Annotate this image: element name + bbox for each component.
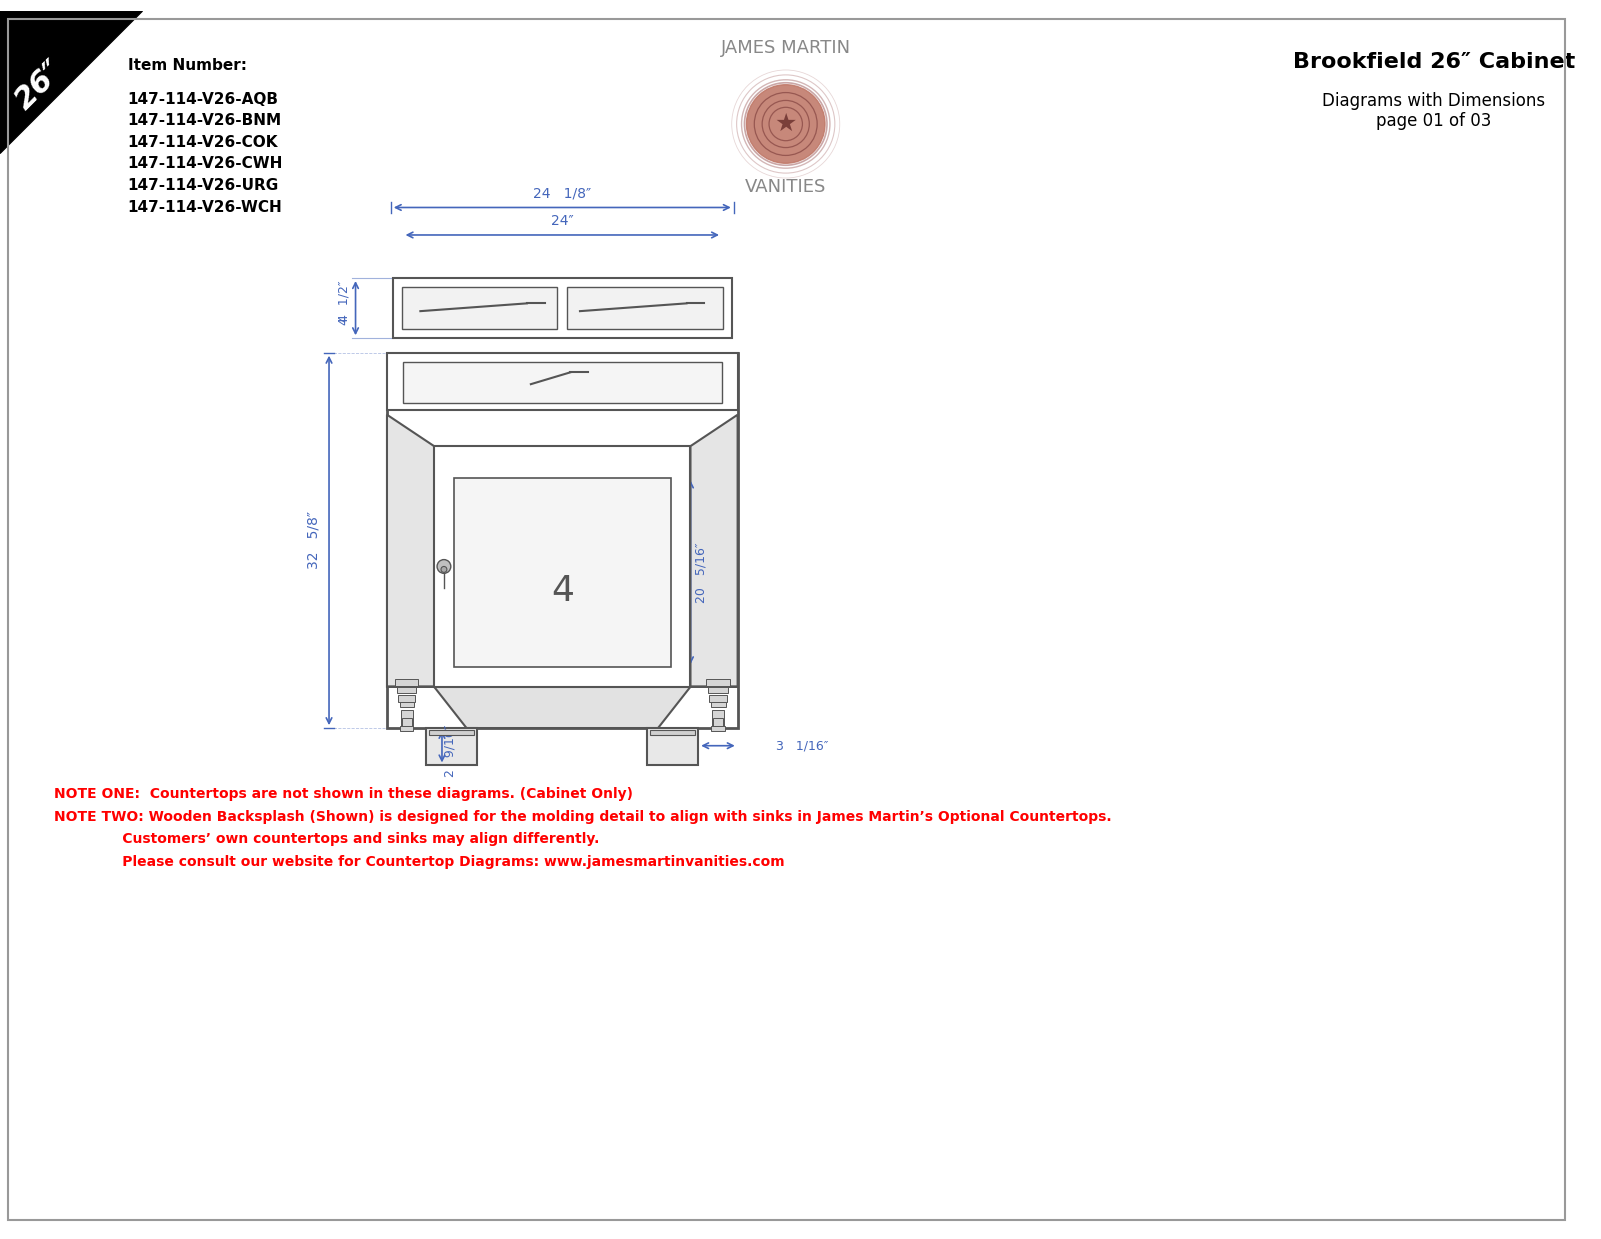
Bar [712,710,724,730]
Bar [647,729,698,766]
Bar [387,353,738,729]
Bar [426,729,477,766]
Bar [650,730,695,735]
Text: Brookfield 26″ Cabinet: Brookfield 26″ Cabinet [1294,52,1575,72]
Text: Diagrams with Dimensions
page 01 of 03: Diagrams with Dimensions page 01 of 03 [1322,92,1545,130]
Text: 24   1/8″: 24 1/8″ [533,187,591,201]
Bar [429,730,474,735]
Text: JAMES MARTIN: JAMES MARTIN [720,38,850,57]
Bar [402,719,411,726]
Circle shape [437,560,451,574]
Circle shape [746,84,825,164]
Bar [387,353,738,410]
Bar [400,710,413,730]
Text: 147-114-V26-COK: 147-114-V26-COK [128,135,279,150]
Bar [397,686,416,693]
Text: Please consult our website for Countertop Diagrams: www.jamesmartinvanities.com: Please consult our website for Counterto… [54,855,784,869]
Bar [708,686,728,693]
Text: VANITIES: VANITIES [744,178,826,196]
Text: 4: 4 [338,313,351,322]
Polygon shape [0,11,142,154]
Polygon shape [690,415,738,686]
Text: ★: ★ [775,112,797,136]
Text: Customers’ own countertops and sinks may align differently.: Customers’ own countertops and sinks may… [54,833,599,846]
Circle shape [440,566,447,572]
Bar [397,695,415,703]
Text: 4   1/2″: 4 1/2″ [338,280,351,325]
Text: 2   9/16″: 2 9/16″ [443,725,456,777]
Text: 147-114-V26-WCH: 147-114-V26-WCH [128,199,282,214]
Bar [711,726,725,731]
Bar [434,446,690,686]
Text: 32   5/8″: 32 5/8″ [306,512,320,570]
Text: 147-114-V26-CWH: 147-114-V26-CWH [128,156,283,171]
Bar [402,287,557,330]
Text: NOTE ONE:  Countertops are not shown in these diagrams. (Cabinet Only): NOTE ONE: Countertops are not shown in t… [54,787,632,800]
Bar [567,287,724,330]
Polygon shape [387,415,434,686]
Bar [400,703,415,707]
Text: 4: 4 [551,574,573,608]
Text: Item Number:: Item Number: [128,58,247,73]
Text: NOTE TWO: Wooden Backsplash (Shown) is designed for the molding detail to align : NOTE TWO: Wooden Backsplash (Shown) is d… [54,809,1111,824]
Text: 147-114-V26-AQB: 147-114-V26-AQB [128,92,279,107]
Bar [395,679,418,686]
Text: 20   5/16″: 20 5/16″ [695,543,708,602]
Bar [712,719,724,726]
Polygon shape [387,686,738,729]
Text: 24″: 24″ [551,214,573,228]
Text: 147-114-V26-URG: 147-114-V26-URG [128,178,279,193]
Bar [453,477,671,667]
Bar [706,679,730,686]
Text: 17   13/16″: 17 13/16″ [524,472,591,486]
Bar [711,703,725,707]
Text: 3   1/16″: 3 1/16″ [776,740,828,752]
Bar [709,695,727,703]
Bar [400,726,413,731]
Text: 147-114-V26-BNM: 147-114-V26-BNM [128,113,282,128]
Bar [403,362,722,403]
Bar [392,279,732,338]
Text: 26″: 26″ [10,55,69,115]
